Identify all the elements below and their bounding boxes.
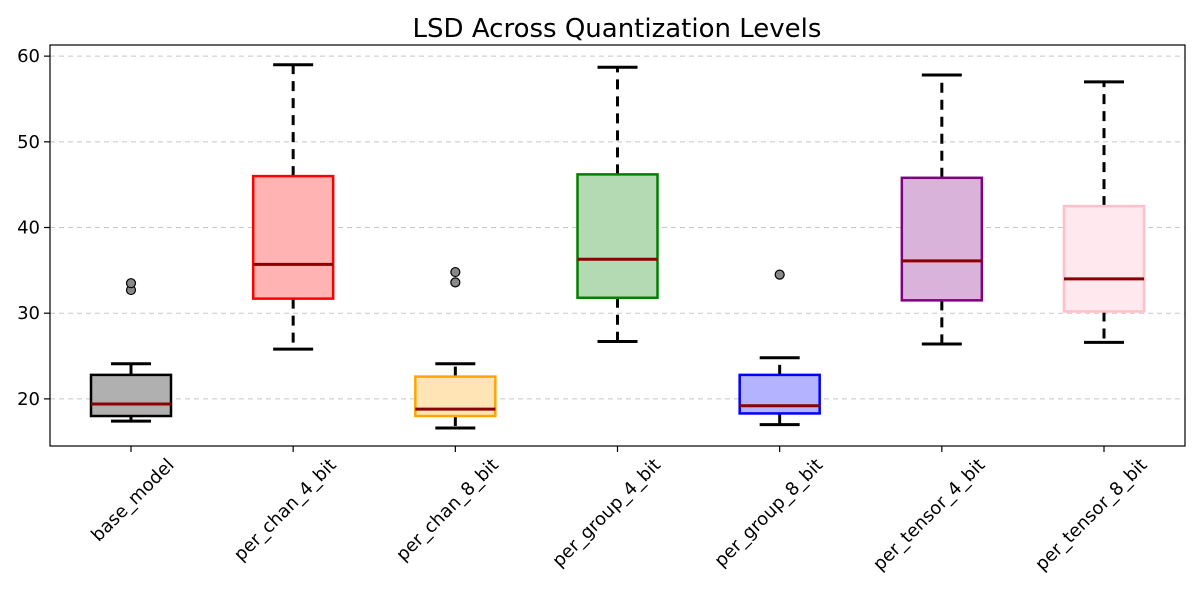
outlier-point (125, 278, 137, 289)
outlier-point (774, 269, 785, 280)
y-axis: 20 30 40 50 60 (17, 46, 50, 410)
box-group-per-chan-4-bit (251, 63, 335, 351)
x-tick-label: base_model (87, 455, 178, 546)
x-tick-label: per_tensor_4_bit (869, 455, 989, 575)
x-tick-label: per_tensor_8_bit (1031, 455, 1151, 575)
x-tick-label: per_group_8_bit (710, 455, 827, 572)
y-tick-label: 50 (17, 132, 40, 153)
y-tick-label: 30 (17, 303, 40, 324)
box-group-base-model (89, 278, 173, 423)
x-tick-label: per_chan_8_bit (392, 455, 503, 566)
box-group-per-group-4-bit (576, 65, 659, 343)
box-group-per-chan-8-bit (414, 266, 497, 430)
box-group-per-tensor-4-bit (900, 73, 984, 346)
box-group-per-group-8-bit (738, 269, 821, 427)
y-tick-label: 60 (17, 46, 40, 67)
iqr-box (89, 373, 173, 418)
y-tick-label: 20 (17, 389, 40, 410)
box-layer (89, 63, 1146, 430)
x-tick-label: per_group_4_bit (548, 455, 665, 572)
iqr-box (576, 173, 659, 300)
x-axis: base_model per_chan_4_bit per_chan_8_bit pe… (87, 446, 1152, 575)
box-group-per-tensor-8-bit (1062, 80, 1146, 344)
outlier-point (450, 277, 461, 288)
outlier-point (450, 266, 461, 278)
iqr-box (1062, 204, 1146, 313)
iqr-box (251, 174, 335, 300)
x-tick-label: per_chan_4_bit (230, 455, 341, 566)
chart-title: LSD Across Quantization Levels (413, 14, 822, 44)
iqr-box (738, 373, 821, 415)
iqr-box (900, 176, 984, 302)
y-tick-label: 40 (17, 218, 40, 239)
